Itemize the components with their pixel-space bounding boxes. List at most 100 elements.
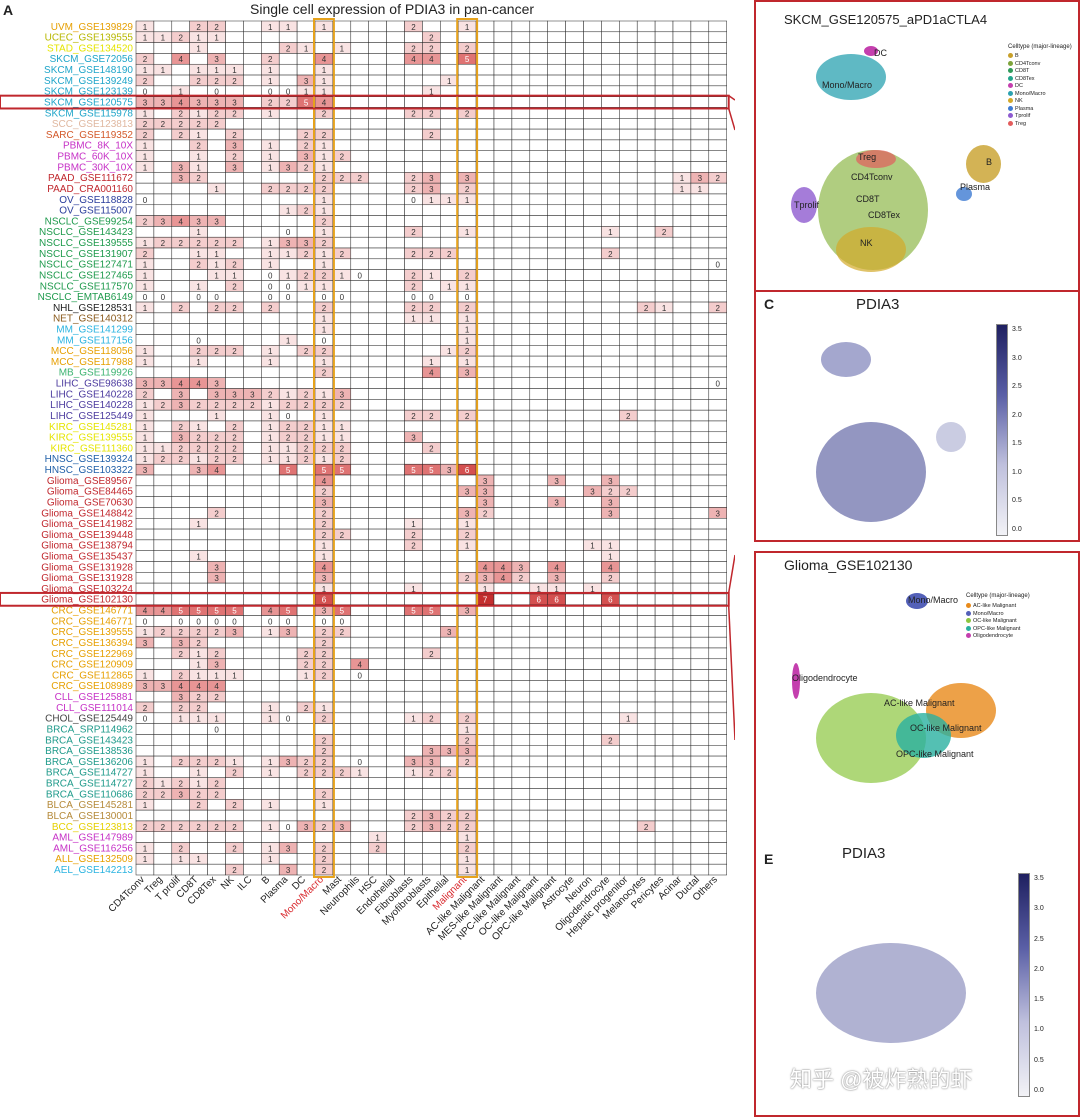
cell-value: 2 [411, 823, 416, 832]
heatmap-cell [350, 118, 369, 130]
heatmap-cell [153, 388, 173, 400]
cell-value: 3 [143, 98, 148, 107]
heatmap-cell [654, 712, 674, 724]
heatmap-cell [708, 799, 727, 811]
heatmap-cell [529, 518, 548, 530]
heatmap-cell [654, 420, 674, 433]
heatmap-cell [440, 355, 459, 368]
heatmap-cell [565, 204, 584, 216]
cell-value: 0 [286, 293, 291, 302]
heatmap-cell [601, 755, 620, 768]
heatmap-cell [547, 647, 566, 660]
heatmap-cell [708, 63, 727, 76]
cell-value: 2 [268, 98, 273, 107]
cluster-label: Plasma [960, 182, 991, 192]
heatmap-cell [440, 680, 459, 692]
cell-value: 2 [214, 628, 219, 637]
cell-value: 2 [447, 250, 452, 259]
heatmap-cell [368, 680, 387, 692]
heatmap-cell [654, 690, 674, 703]
heatmap-cell [135, 658, 155, 670]
cell-value: 0 [286, 88, 291, 97]
heatmap-cell [547, 20, 566, 33]
panel-e-colorbar [1018, 873, 1030, 1097]
heatmap-cell [314, 680, 334, 692]
heatmap-cell [404, 345, 423, 357]
cell-value: 3 [447, 747, 452, 756]
cell-value: 2 [232, 109, 237, 118]
cell-value: 5 [214, 607, 219, 616]
heatmap-cell [350, 636, 369, 649]
heatmap-cell [511, 615, 531, 627]
heatmap-cell [708, 236, 727, 249]
heatmap-cell [708, 474, 727, 487]
heatmap-cell [404, 420, 423, 433]
heatmap-cell [296, 474, 316, 487]
heatmap-cell [493, 204, 513, 216]
heatmap-cell [207, 485, 226, 497]
cell-value: 2 [465, 44, 470, 53]
heatmap-cell [368, 496, 387, 508]
heatmap-cell [601, 777, 620, 789]
cell-value: 2 [411, 174, 416, 183]
heatmap-cell [583, 788, 602, 800]
heatmap-cell [547, 507, 566, 519]
heatmap-cell [457, 636, 477, 649]
heatmap-cell [261, 658, 280, 670]
heatmap-cell [493, 366, 513, 378]
heatmap-cell [332, 842, 352, 854]
cell-value: 3 [286, 844, 291, 853]
heatmap-cell [565, 118, 584, 130]
heatmap-cell [225, 690, 244, 703]
heatmap-cell [511, 193, 531, 206]
heatmap-cell [690, 799, 710, 811]
row-label: AML_GSE147989 [52, 833, 133, 844]
cell-value: 4 [179, 217, 184, 226]
heatmap-cell [583, 496, 602, 508]
heatmap-cell [529, 690, 548, 703]
heatmap-cell [404, 236, 423, 249]
heatmap-cell [440, 658, 459, 670]
heatmap-cell [565, 172, 584, 184]
heatmap-cell [386, 31, 405, 43]
heatmap-cell [619, 507, 638, 519]
heatmap-cell [350, 453, 369, 465]
heatmap-cell [565, 420, 584, 433]
cell-value: 2 [179, 239, 184, 248]
cell-value: 2 [304, 650, 309, 659]
heatmap-cell [511, 528, 531, 541]
heatmap-cell [243, 193, 262, 206]
heatmap-cell [475, 431, 495, 443]
heatmap-cell [278, 799, 298, 811]
heatmap-cell [332, 204, 352, 216]
row-label: MCC_GSE117988 [51, 357, 134, 368]
heatmap-cell [493, 615, 513, 627]
heatmap-cell [708, 680, 727, 692]
heatmap-cell [207, 863, 226, 876]
heatmap-cell [529, 745, 548, 757]
heatmap-cell [189, 182, 208, 195]
cell-value: 1 [268, 758, 273, 767]
heatmap-cell [278, 345, 298, 357]
heatmap-cell [708, 226, 727, 238]
heatmap-cell [690, 388, 710, 400]
heatmap-cell [153, 734, 173, 746]
heatmap-cell [189, 53, 208, 65]
heatmap-cell [529, 485, 548, 497]
heatmap-cell [296, 118, 316, 130]
heatmap-cell [440, 269, 459, 281]
heatmap-cell [422, 658, 441, 670]
heatmap-cell [708, 755, 727, 768]
cell-value: 0 [232, 617, 237, 626]
heatmap-cell [511, 204, 531, 216]
heatmap-cell [422, 399, 441, 411]
heatmap-cell [225, 377, 244, 389]
heatmap-cell [601, 690, 620, 703]
heatmap-cell [404, 453, 423, 465]
cell-value: 3 [483, 498, 488, 507]
heatmap-cell [457, 442, 477, 454]
legend-swatch [966, 603, 971, 609]
cell-value: 1 [214, 271, 219, 280]
cell-value: 2 [340, 444, 345, 453]
heatmap-cell [547, 626, 566, 638]
